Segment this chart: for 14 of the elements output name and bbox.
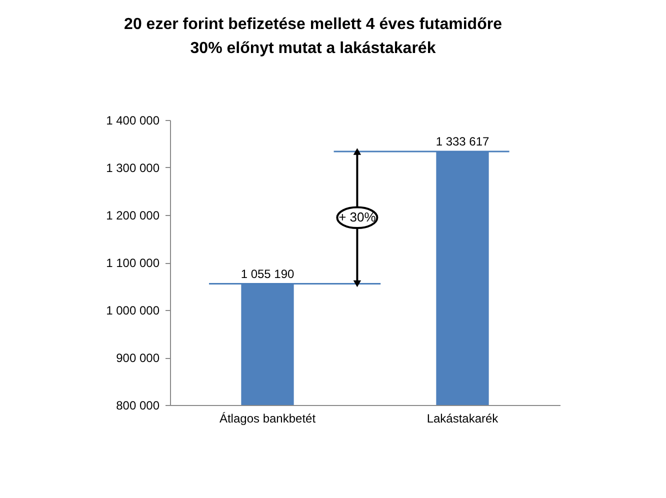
y-tick-label: 800 000 <box>116 398 160 412</box>
annotation: + 30% <box>338 210 376 225</box>
text: 20 ezer forint befizetése mellett 4 éves futamidőre <box>124 16 502 33</box>
text: 30% előnyt mutat a lakástakarék <box>190 40 436 57</box>
x-tick-label: Lakástakarék <box>426 412 500 426</box>
y-tick-label: 900 000 <box>116 351 160 365</box>
y-tick-label: 1 100 000 <box>106 256 160 270</box>
y-tick-label: 1 200 000 <box>106 208 160 222</box>
y-tick-label: 1 400 000 <box>106 114 160 128</box>
data-label: 1 055 190 <box>240 266 295 281</box>
y-tick-label: 1 000 000 <box>106 304 160 318</box>
x-tick-label: Átlagos bankbetét <box>219 412 316 426</box>
y-tick-label: 1 300 000 <box>106 161 160 175</box>
data-label: 1 333 617 <box>436 134 490 149</box>
